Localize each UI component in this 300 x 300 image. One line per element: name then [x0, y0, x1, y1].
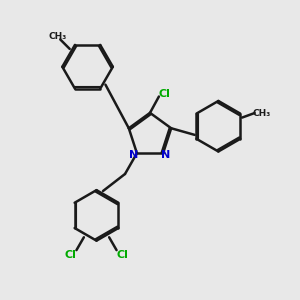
Text: Cl: Cl: [158, 88, 170, 98]
Text: CH₃: CH₃: [253, 109, 271, 118]
Text: N: N: [129, 150, 138, 160]
Text: CH₃: CH₃: [48, 32, 66, 41]
Text: Cl: Cl: [64, 250, 76, 260]
Text: Cl: Cl: [117, 250, 128, 260]
Text: N: N: [161, 150, 171, 160]
